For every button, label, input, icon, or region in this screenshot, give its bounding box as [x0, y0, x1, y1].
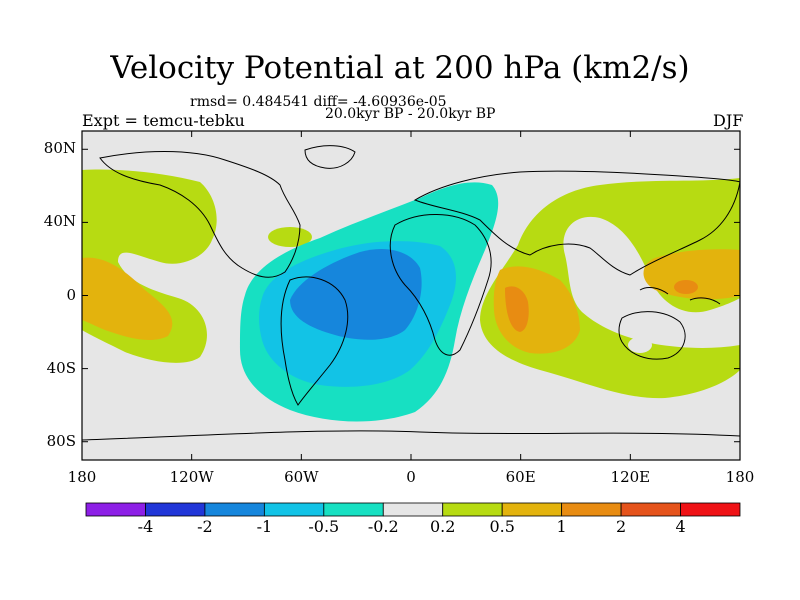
- lon-label: 60E: [505, 468, 536, 486]
- lat-label: 0: [66, 285, 76, 304]
- colorbar-swatch: [620, 502, 681, 517]
- neutral-patch-australia: [628, 337, 652, 353]
- colorbar-swatch: [145, 502, 206, 517]
- dark-orange-region-africa: [505, 286, 529, 332]
- colorbar-label: 0.5: [489, 517, 515, 536]
- orange-region-west-pacific: [643, 249, 740, 300]
- colorbar-swatch: [442, 502, 503, 517]
- colorbar-label: -0.2: [367, 517, 399, 536]
- lon-label: 60W: [284, 468, 319, 486]
- colorbar-label: -4: [137, 517, 154, 536]
- colorbar-label: -0.5: [308, 517, 340, 536]
- colorbar-swatch: [561, 502, 622, 517]
- colorbar-swatch: [263, 502, 325, 517]
- lon-label: 0: [406, 468, 416, 486]
- colorbar: [85, 502, 741, 517]
- colorbar-swatch: [204, 502, 265, 517]
- map-title: Velocity Potential at 200 hPa (km2/s): [110, 50, 690, 86]
- colorbar-label: -1: [256, 517, 273, 536]
- colorbar-swatch: [323, 502, 384, 517]
- colorbar-label: 0.2: [429, 517, 456, 536]
- colorbar-swatch: [382, 502, 444, 517]
- dark-orange-patch-pacific: [674, 280, 698, 294]
- season-label: DJF: [713, 111, 744, 130]
- coastlines: [82, 145, 740, 441]
- colorbar-label: 2: [615, 517, 627, 536]
- lat-label: 80S: [46, 431, 76, 450]
- colorbar-label: -2: [197, 517, 213, 536]
- orange-region-pacific: [82, 257, 173, 341]
- axis-ticks: [81, 131, 741, 460]
- lon-label: 120W: [169, 468, 214, 486]
- lon-label: 180: [725, 468, 755, 486]
- colorbar-swatch: [680, 502, 741, 517]
- lon-label: 180: [67, 468, 97, 486]
- stats-text: rmsd= 0.484541 diff= -4.60936e-05: [190, 94, 447, 110]
- experiment-label: Expt = temcu-tebku: [82, 111, 245, 130]
- lon-label: 120E: [610, 468, 651, 486]
- lat-label: 80N: [43, 139, 76, 158]
- colorbar-swatch: [501, 502, 563, 517]
- map-field: [82, 131, 740, 460]
- colorbar-swatch: [85, 502, 146, 517]
- lat-label: 40S: [46, 358, 76, 377]
- colorbar-label: 1: [556, 517, 567, 536]
- colorbar-label: 4: [675, 517, 686, 536]
- lat-label: 40N: [43, 212, 76, 231]
- blue-region-atlantic: [290, 248, 422, 340]
- period-label: 20.0kyr BP - 20.0kyr BP: [325, 106, 496, 122]
- lime-patch-north-america: [268, 227, 312, 247]
